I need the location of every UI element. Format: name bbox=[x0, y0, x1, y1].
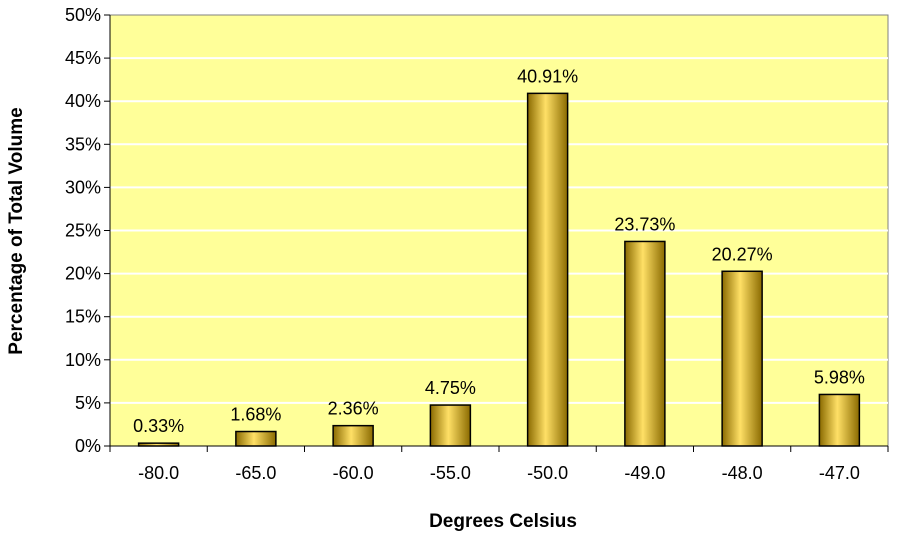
x-axis-title: Degrees Celsius bbox=[429, 511, 577, 532]
x-tick-label: -65.0 bbox=[235, 463, 276, 483]
y-tick-label: 0% bbox=[75, 436, 101, 456]
y-tick-label: 45% bbox=[65, 48, 101, 68]
y-axis-title: Percentage of Total Volume bbox=[6, 107, 27, 354]
bar bbox=[235, 430, 277, 447]
data-label: 23.73% bbox=[614, 214, 675, 234]
y-tick-label: 10% bbox=[65, 350, 101, 370]
y-tick-label: 25% bbox=[65, 221, 101, 241]
x-tick-label: -47.0 bbox=[819, 463, 860, 483]
data-label: 40.91% bbox=[517, 66, 578, 86]
bars bbox=[137, 92, 861, 447]
x-tick-label: -60.0 bbox=[333, 463, 374, 483]
x-tick-label: -48.0 bbox=[722, 463, 763, 483]
y-tick-label: 15% bbox=[65, 307, 101, 327]
y-tick-label: 30% bbox=[65, 177, 101, 197]
bar bbox=[624, 240, 666, 447]
data-label: 4.75% bbox=[425, 378, 476, 398]
x-tick-label: -50.0 bbox=[527, 463, 568, 483]
bar bbox=[818, 393, 861, 447]
y-tick-label: 5% bbox=[75, 393, 101, 413]
x-tick-label: -55.0 bbox=[430, 463, 471, 483]
data-labels: 0.33% 1.68% 2.36% 4.75% 40.91% 23.73% 20.27% 5.… bbox=[133, 66, 865, 436]
x-tick-label: -49.0 bbox=[624, 463, 665, 483]
bar bbox=[429, 404, 472, 447]
y-tick-label: 35% bbox=[65, 134, 101, 154]
data-label: 5.98% bbox=[814, 367, 865, 387]
bar bbox=[332, 424, 374, 447]
y-tick-label: 50% bbox=[65, 5, 101, 25]
y-tick-label: 40% bbox=[65, 91, 101, 111]
data-label: 2.36% bbox=[328, 399, 379, 419]
data-label: 20.27% bbox=[712, 244, 773, 264]
data-label: 1.68% bbox=[230, 405, 281, 425]
data-label: 0.33% bbox=[133, 416, 184, 436]
x-tick-label: -80.0 bbox=[138, 463, 179, 483]
tick-labels: 0% 5% 10% 15% 20% 25% 30% 35% 40% 45% 50% -80.0 -65.… bbox=[65, 5, 860, 483]
y-tick-label: 20% bbox=[65, 264, 101, 284]
axes bbox=[104, 14, 889, 452]
bar bbox=[526, 92, 569, 447]
bar bbox=[721, 270, 763, 447]
